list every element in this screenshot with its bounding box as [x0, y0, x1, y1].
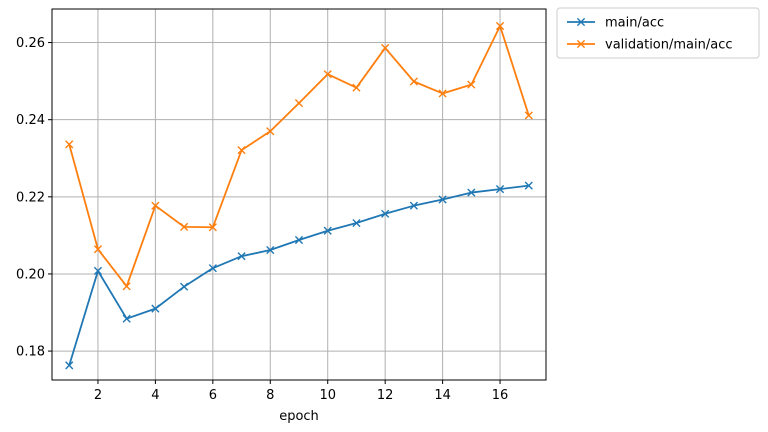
- series-layer: [65, 21, 533, 370]
- data-point-marker: [323, 226, 332, 235]
- data-point-marker: [151, 201, 160, 210]
- x-tick-label: 10: [319, 388, 336, 403]
- data-point-marker: [495, 21, 505, 31]
- data-point-marker: [93, 266, 103, 275]
- data-point-marker: [352, 83, 361, 92]
- data-point-marker: [467, 188, 476, 197]
- x-tick-label: 4: [151, 388, 159, 403]
- legend: main/acc validation/main/acc: [556, 7, 760, 59]
- x-axis-label: epoch: [279, 409, 319, 424]
- y-tick-label: 0.18: [16, 345, 45, 360]
- data-point-marker: [495, 185, 505, 194]
- data-point-marker: [294, 99, 304, 108]
- grid: [52, 9, 546, 380]
- y-tick-label: 0.20: [16, 267, 45, 282]
- series-line: [68, 184, 530, 367]
- data-point-marker: [467, 80, 476, 89]
- plot-frame: [51, 8, 547, 381]
- y-tick-label: 0.24: [16, 113, 45, 128]
- data-point-marker: [93, 245, 103, 254]
- legend-label: validation/main/acc: [605, 38, 733, 53]
- data-point-marker: [208, 264, 217, 273]
- data-point-marker: [237, 252, 246, 261]
- data-point-marker: [65, 361, 74, 370]
- data-point-marker: [323, 70, 332, 79]
- legend-box: [556, 7, 760, 59]
- data-point-marker: [524, 111, 533, 120]
- y-axis: 0.18 0.20 0.22 0.24 0.26: [16, 36, 52, 360]
- data-point-marker: [180, 222, 189, 231]
- data-point-marker: [65, 140, 74, 149]
- data-point-marker: [122, 314, 131, 323]
- x-tick-label: 14: [434, 388, 451, 403]
- data-point-marker: [237, 146, 246, 155]
- data-point-marker: [294, 235, 304, 245]
- data-point-marker: [151, 304, 160, 313]
- legend-item: validation/main/acc: [567, 38, 733, 53]
- data-point-marker: [208, 223, 217, 232]
- data-point-marker: [438, 195, 447, 204]
- series-1: [65, 181, 533, 370]
- legend-item: main/acc: [567, 16, 664, 31]
- x-tick-label: 2: [94, 388, 102, 403]
- series-2: [65, 21, 533, 291]
- data-point-marker: [180, 282, 189, 291]
- data-point-marker: [381, 209, 390, 218]
- data-point-marker: [409, 77, 418, 86]
- x-tick-label: 6: [209, 388, 217, 403]
- x-tick-label: 12: [377, 388, 394, 403]
- data-point-marker: [352, 218, 361, 228]
- y-tick-label: 0.22: [16, 190, 45, 205]
- x-tick-label: 8: [266, 388, 274, 403]
- legend-label: main/acc: [605, 16, 664, 31]
- data-point-marker: [438, 89, 447, 98]
- data-point-marker: [524, 181, 533, 190]
- data-point-marker: [266, 127, 275, 136]
- series-line: [68, 25, 530, 288]
- legend-marker: [576, 17, 586, 27]
- data-point-marker: [122, 282, 131, 291]
- x-tick-label: 16: [492, 388, 509, 403]
- legend-marker: [576, 39, 586, 49]
- data-point-marker: [409, 201, 418, 210]
- y-tick-label: 0.26: [16, 36, 45, 51]
- x-axis: 2 4 6 8 10 12 14 16: [94, 380, 509, 403]
- data-point-marker: [381, 43, 390, 53]
- data-point-marker: [266, 245, 275, 255]
